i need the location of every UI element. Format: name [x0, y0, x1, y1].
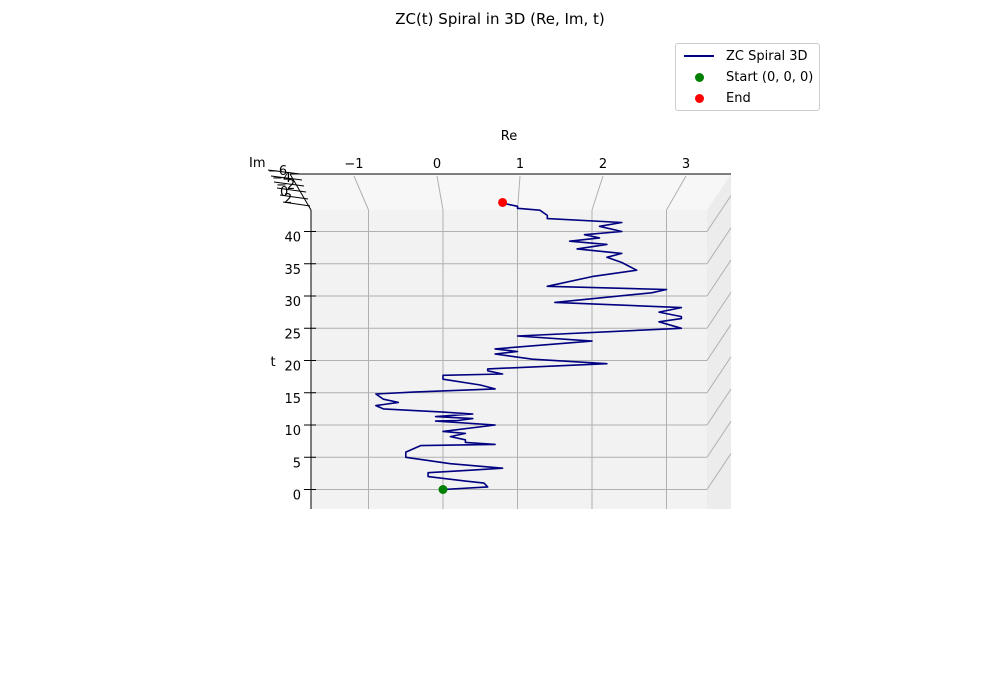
- pane-back: [311, 210, 707, 509]
- tick-label-t: 15: [284, 392, 301, 407]
- tick-label-im: 2: [284, 192, 292, 207]
- grid-line-t-side: [706, 420, 732, 458]
- legend-line-swatch: [684, 55, 714, 57]
- grid-line-t-side: [706, 453, 732, 490]
- grid-line-re-top: [591, 175, 604, 211]
- tick-label-t: 25: [284, 327, 301, 342]
- tick-mark-im: [282, 201, 311, 207]
- grid-line-t-side: [706, 388, 732, 426]
- legend-entry-spiral: ZC Spiral 3D: [684, 47, 808, 65]
- grid-line-t-side: [706, 259, 732, 297]
- tick-label-re: 3: [682, 157, 690, 172]
- legend-label-start: Start (0, 0, 0): [726, 69, 814, 85]
- pane-right: [707, 174, 731, 509]
- legend: ZC Spiral 3D Start (0, 0, 0) End: [675, 43, 820, 111]
- im-axis-label: Im: [249, 156, 266, 171]
- tick-label-re: 0: [433, 157, 441, 172]
- grid-line-t-side: [706, 356, 732, 394]
- end-marker: [498, 197, 508, 207]
- tick-label-im: −4: [272, 171, 291, 186]
- grid-line-t-side: [706, 324, 732, 361]
- grid-line-re-top: [666, 175, 687, 211]
- tick-label-t: 0: [293, 489, 301, 504]
- grid-line-t-side: [706, 227, 732, 265]
- pane-top: [290, 174, 731, 210]
- tick-mark-im: [273, 181, 305, 187]
- grid-line-re-top: [353, 175, 369, 211]
- tick-label-re: −1: [344, 157, 363, 172]
- start-marker: [438, 485, 448, 494]
- tick-label-im: 0: [280, 185, 288, 200]
- re-axis-label: Re: [501, 129, 517, 144]
- legend-label-spiral: ZC Spiral 3D: [726, 48, 808, 64]
- tick-mark-im: [270, 175, 303, 181]
- legend-entry-end: End: [684, 89, 751, 107]
- tick-label-t: 35: [284, 263, 301, 278]
- grid-line-t-side: [706, 291, 732, 329]
- tick-mark-im: [279, 194, 309, 200]
- tick-label-re: 1: [516, 157, 524, 172]
- grid-line-re-top: [517, 175, 521, 211]
- tick-label-im: −6: [268, 164, 287, 179]
- chart-title: ZC(t) Spiral in 3D (Re, Im, t): [395, 10, 605, 28]
- tick-label-t: 30: [284, 295, 301, 310]
- legend-entry-start: Start (0, 0, 0): [684, 68, 813, 86]
- tick-label-t: 20: [284, 360, 301, 375]
- im-axis-line: [289, 173, 312, 211]
- grid-line-t-side: [706, 195, 732, 232]
- tick-mark-im: [267, 169, 301, 175]
- spiral-series-line: [375, 202, 683, 491]
- tick-label-t: 40: [284, 231, 301, 246]
- tick-mark-im: [276, 187, 307, 193]
- grid-line-re-top: [436, 175, 444, 211]
- legend-start-dot: [694, 72, 704, 82]
- tick-label-re: 2: [599, 157, 607, 172]
- tick-label-t: 5: [293, 456, 301, 471]
- t-axis-label: t: [270, 355, 275, 370]
- legend-label-end: End: [726, 90, 751, 106]
- tick-label-im: −2: [276, 178, 295, 193]
- legend-end-dot: [694, 93, 704, 103]
- tick-label-t: 10: [284, 424, 301, 439]
